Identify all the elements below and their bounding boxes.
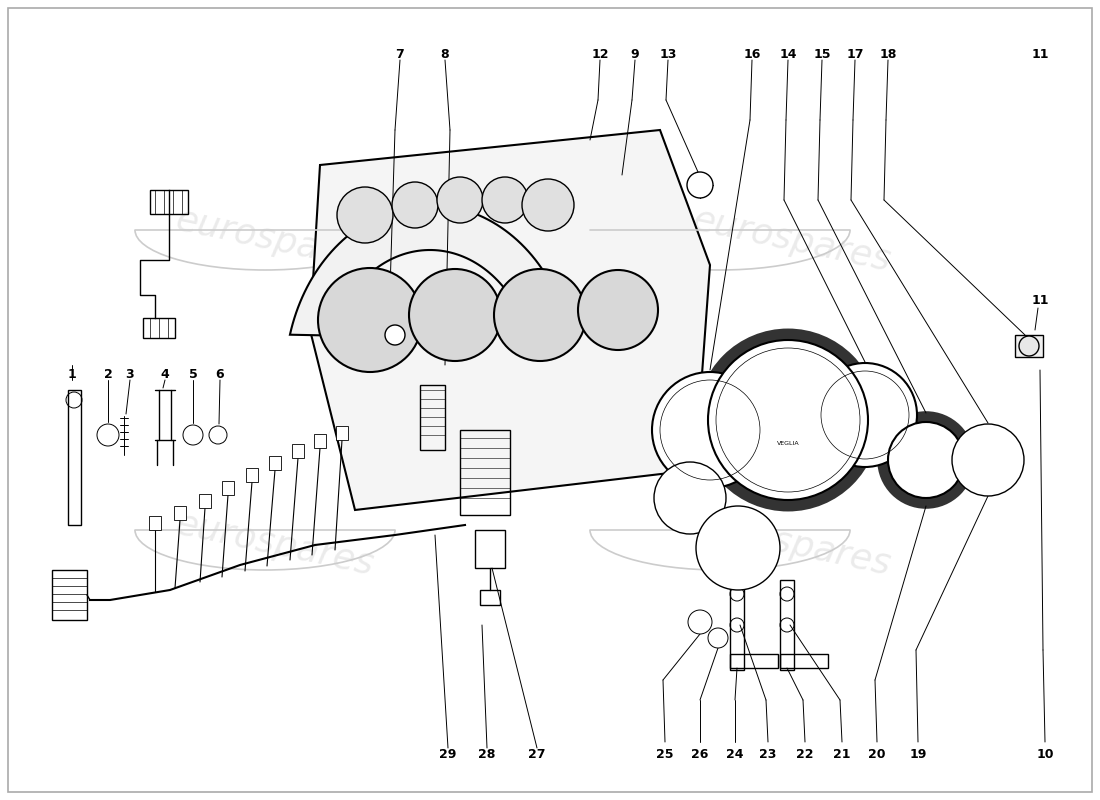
Circle shape (880, 414, 972, 506)
Text: 24: 24 (726, 749, 744, 762)
Circle shape (409, 269, 500, 361)
Bar (148, 516, 161, 530)
Circle shape (522, 179, 574, 231)
Text: 13: 13 (659, 49, 676, 62)
Text: VEGLIA: VEGLIA (777, 441, 800, 446)
Bar (1015, 335, 1043, 357)
Circle shape (392, 182, 438, 228)
Text: 2: 2 (103, 369, 112, 382)
Circle shape (1019, 336, 1040, 356)
Text: 23: 23 (759, 749, 777, 762)
Circle shape (688, 172, 713, 198)
Circle shape (437, 177, 483, 223)
Circle shape (209, 426, 227, 444)
Bar (174, 506, 186, 520)
Text: 20: 20 (868, 749, 886, 762)
Text: 11: 11 (1032, 49, 1048, 62)
Circle shape (654, 462, 726, 534)
Bar (730, 654, 778, 668)
Text: 10: 10 (1036, 749, 1054, 762)
Text: 19: 19 (910, 749, 926, 762)
Text: 28: 28 (478, 749, 496, 762)
Text: eurospares: eurospares (690, 202, 894, 278)
Bar (780, 580, 794, 670)
Text: 15: 15 (813, 49, 830, 62)
Circle shape (652, 372, 768, 488)
Text: 7: 7 (396, 49, 405, 62)
Polygon shape (310, 130, 710, 510)
Text: 3: 3 (125, 369, 134, 382)
Circle shape (700, 332, 876, 508)
Text: 9: 9 (630, 49, 639, 62)
Text: 29: 29 (439, 749, 456, 762)
Bar (480, 590, 501, 605)
Bar (730, 580, 744, 670)
Bar (475, 530, 505, 568)
Bar (270, 456, 280, 470)
Text: 16: 16 (744, 49, 761, 62)
Text: 27: 27 (528, 749, 546, 762)
Bar (420, 385, 446, 450)
Bar (246, 468, 258, 482)
Text: 22: 22 (796, 749, 814, 762)
Bar (222, 481, 234, 495)
Circle shape (318, 268, 422, 372)
Text: 11: 11 (1032, 294, 1048, 306)
Text: eurospares: eurospares (173, 506, 377, 582)
Text: eurospares: eurospares (173, 202, 377, 278)
Text: 5: 5 (188, 369, 197, 382)
Circle shape (337, 187, 393, 243)
Circle shape (578, 270, 658, 350)
Bar (143, 318, 175, 338)
Circle shape (708, 340, 868, 500)
Bar (199, 494, 211, 508)
Text: 17: 17 (846, 49, 864, 62)
Circle shape (482, 177, 528, 223)
Text: 21: 21 (834, 749, 850, 762)
Text: 6: 6 (216, 369, 224, 382)
Circle shape (888, 422, 964, 498)
Circle shape (813, 363, 917, 467)
Circle shape (385, 325, 405, 345)
Bar (780, 654, 828, 668)
Text: 12: 12 (592, 49, 608, 62)
Bar (460, 430, 510, 515)
Bar (336, 426, 348, 440)
Text: 26: 26 (691, 749, 708, 762)
Bar (150, 190, 188, 214)
Text: eurospares: eurospares (690, 506, 894, 582)
Circle shape (97, 424, 119, 446)
Bar (314, 434, 326, 448)
Text: 1: 1 (67, 369, 76, 382)
Circle shape (183, 425, 204, 445)
Bar (52, 570, 87, 620)
Text: 18: 18 (879, 49, 896, 62)
Text: 8: 8 (441, 49, 449, 62)
Circle shape (494, 269, 586, 361)
Polygon shape (290, 205, 570, 335)
Bar (292, 444, 304, 458)
Bar (68, 390, 81, 525)
Text: 14: 14 (779, 49, 796, 62)
Circle shape (696, 506, 780, 590)
Circle shape (688, 610, 712, 634)
Circle shape (952, 424, 1024, 496)
Text: 4: 4 (161, 369, 169, 382)
Text: 25: 25 (657, 749, 673, 762)
Circle shape (708, 628, 728, 648)
